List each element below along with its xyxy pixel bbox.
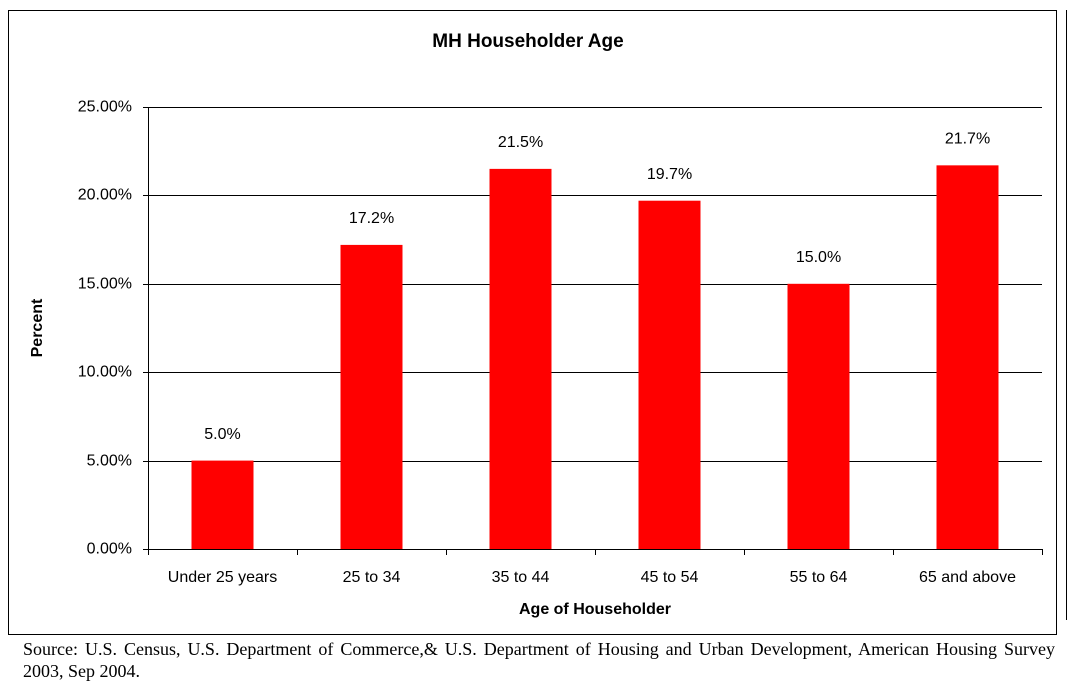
bar (638, 200, 701, 550)
bar (787, 283, 850, 549)
y-axis-title: Percent (29, 298, 46, 357)
x-tick-label: 45 to 54 (641, 569, 699, 586)
x-tick-label: 25 to 34 (343, 569, 401, 586)
value-label: 17.2% (349, 210, 394, 227)
bar (489, 168, 552, 549)
bar (936, 165, 999, 549)
x-tick-label: 65 and above (919, 569, 1016, 586)
x-axis-title: Age of Householder (519, 601, 671, 618)
y-tick-label: 10.00% (78, 364, 132, 381)
y-tick-label: 20.00% (78, 187, 132, 204)
y-tick-label: 25.00% (78, 99, 132, 116)
y-tick-label: 5.00% (87, 453, 132, 470)
bar (340, 244, 403, 550)
y-tick-label: 15.00% (78, 276, 132, 293)
value-label: 21.5% (498, 134, 543, 151)
chart-title: MH Householder Age (432, 31, 623, 52)
value-label: 5.0% (204, 426, 240, 443)
x-tick-label: Under 25 years (168, 569, 277, 586)
chart: MH Householder Age Age of Householder Pe… (8, 10, 1067, 635)
chart-border (8, 10, 1057, 635)
bar (191, 460, 254, 549)
y-tick-label: 0.00% (87, 541, 132, 558)
source-note: Source: U.S. Census, U.S. Department of … (23, 639, 1055, 681)
x-tick-label: 55 to 64 (790, 569, 848, 586)
value-label: 15.0% (796, 249, 841, 266)
value-label: 19.7% (647, 166, 692, 183)
x-tick-label: 35 to 44 (492, 569, 550, 586)
value-label: 21.7% (945, 131, 990, 148)
